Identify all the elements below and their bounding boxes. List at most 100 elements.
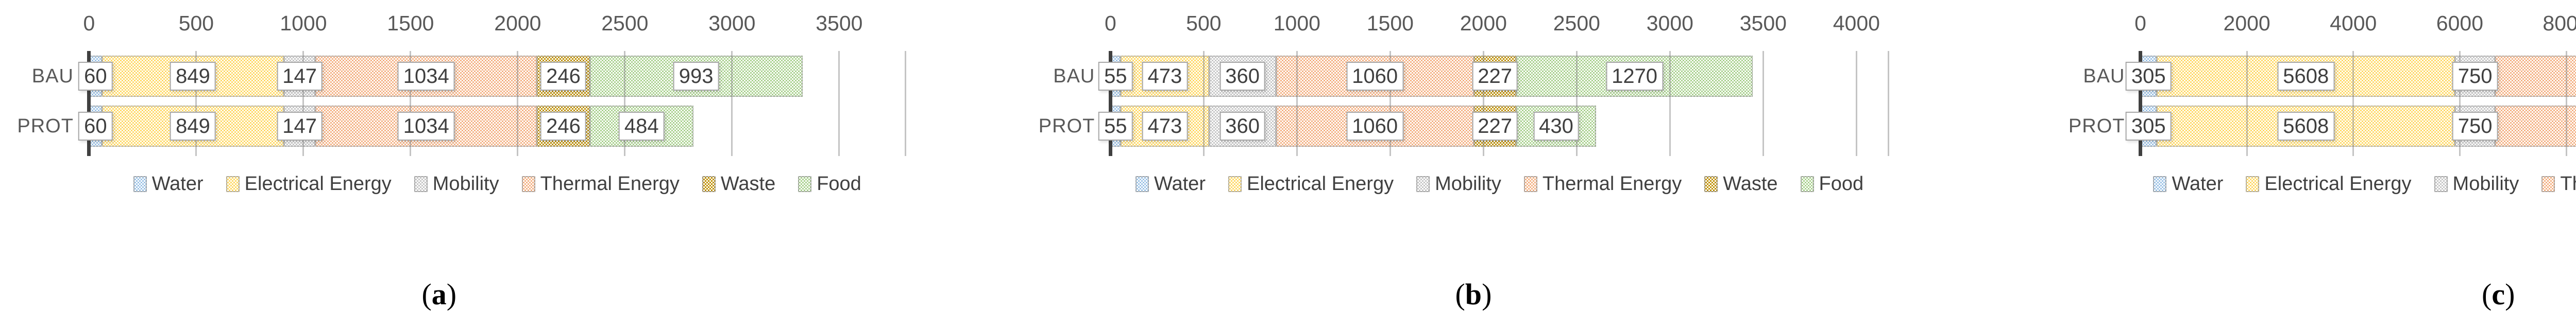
x-tick-label: 500 [178,11,214,35]
x-gridline [1762,51,1764,156]
caption-text: c [2492,278,2505,311]
legend-label: Mobility [432,172,499,195]
legend-item-electrical-energy: Electrical Energy [2246,173,2412,195]
legend-item-food: Food [798,173,861,195]
x-tick-label: 6000 [2436,11,2483,35]
legend-item-thermal-energy: Thermal Energy [2541,173,2576,195]
legend-swatch-electrical-energy-icon [226,176,240,192]
legend-label: Water [151,172,204,195]
data-label-waste: 246 [540,62,586,91]
data-label-mobility: 147 [277,112,323,141]
data-label-water: 60 [78,62,113,91]
legend: Water Electrical Energy Mobility Thermal En… [2140,173,2576,195]
data-label-waste: 246 [540,112,586,141]
data-label-mobility: 750 [2452,62,2498,91]
x-tick-label: 0 [83,11,95,35]
legend-item-water: Water [1136,173,1206,195]
x-gridline [2352,51,2354,156]
x-gridline [1202,51,1205,156]
y-axis-line [1108,51,1112,156]
data-label-thermal-energy: 1060 [1346,62,1404,91]
x-tick-label: 2500 [601,11,649,35]
x-gridline [624,51,626,156]
data-label-electrical-energy: 473 [1142,112,1188,141]
x-tick-label: 2000 [2223,11,2270,35]
legend-label: Mobility [2452,172,2519,195]
legend-label: Thermal Energy [540,172,680,195]
x-gridline [1296,51,1298,156]
x-tick-label: 500 [1186,11,1222,35]
legend-label: Thermal Energy [2560,172,2576,195]
caption-text: ) [2505,278,2515,311]
legend-item-waste: Waste [702,173,775,195]
legend-swatch-waste-icon [1704,176,1718,192]
data-label-water: 55 [1098,62,1133,91]
data-label-food: 484 [618,112,665,141]
data-label-thermal-energy: 1034 [397,112,455,141]
legend-swatch-electrical-energy-icon [1228,176,1242,192]
data-label-electrical-energy: 849 [170,62,216,91]
x-tick-label: 4000 [2330,11,2377,35]
panel-caption: (a) [421,276,456,313]
legend-label: Thermal Energy [1542,172,1682,195]
caption-text: b [1465,278,1482,311]
x-gridline [517,51,519,156]
legend-label: Food [1819,172,1864,195]
legend-swatch-waste-icon [702,176,716,192]
legend-item-waste: Waste [1704,172,1778,195]
legend-label: Food [817,172,861,195]
legend-swatch-thermal-energy-icon [1523,176,1537,192]
category-label-prot: PROT [2068,115,2125,137]
bar-segment-thermal-energy [2495,106,2576,147]
plot-right-border [905,51,907,156]
data-label-water: 60 [78,112,113,141]
x-tick-label: 1000 [1273,11,1320,35]
legend-swatch-thermal-energy-icon [2541,176,2555,192]
legend-label: Waste [1723,172,1778,195]
x-tick-label: 1500 [1366,11,1414,35]
legend-swatch-mobility-icon [2434,176,2448,192]
category-label-bau: BAU [31,65,74,87]
data-label-electrical-energy: 849 [170,112,216,141]
data-label-electrical-energy: 5608 [2277,62,2335,91]
x-gridline [2565,51,2567,156]
x-gridline [2459,51,2461,156]
category-label-bau: BAU [1053,65,1095,87]
data-label-water: 305 [2125,62,2172,91]
x-tick-label: 3500 [1739,11,1787,35]
plot-right-border [1888,51,1890,156]
legend: Water Electrical Energy Mobility Thermal En… [1110,173,1888,195]
legend-item-thermal-energy: Thermal Energy [1523,172,1682,195]
caption-text: ( [421,278,432,311]
x-tick-label: 2500 [1553,11,1600,35]
x-gridline [410,51,412,156]
data-label-mobility: 360 [1219,112,1266,141]
x-tick-label: 3000 [1646,11,1693,35]
data-label-waste: 227 [1472,112,1518,141]
category-label-bau: BAU [2083,65,2125,87]
x-tick-label: 2000 [494,11,541,35]
legend-label: Mobility [1435,172,1501,195]
data-label-waste: 227 [1472,62,1518,91]
x-gridline [1669,51,1671,156]
y-axis-line [87,51,91,156]
x-gridline [2246,51,2248,156]
legend-item-water: Water [133,173,204,195]
caption-text: ) [446,278,457,311]
caption-text: a [431,278,447,311]
legend-swatch-water-icon [2153,176,2167,192]
x-gridline [1389,51,1391,156]
chart-panel-c: 0200040006000800010000120001400030556087… [1952,0,2576,328]
x-tick-label: 4000 [1833,11,1880,35]
legend-label: Waste [720,172,776,195]
legend-swatch-thermal-energy-icon [521,176,535,192]
legend-swatch-mobility-icon [1416,176,1430,192]
data-label-food: 1270 [1606,62,1664,91]
y-axis-line [2138,51,2142,156]
legend-item-mobility: Mobility [2434,173,2519,195]
category-label-prot: PROT [17,115,74,137]
caption-text: ( [2481,278,2492,311]
category-label-prot: PROT [1038,115,1095,137]
legend: Water Electrical Energy Mobility Thermal En… [89,173,906,195]
